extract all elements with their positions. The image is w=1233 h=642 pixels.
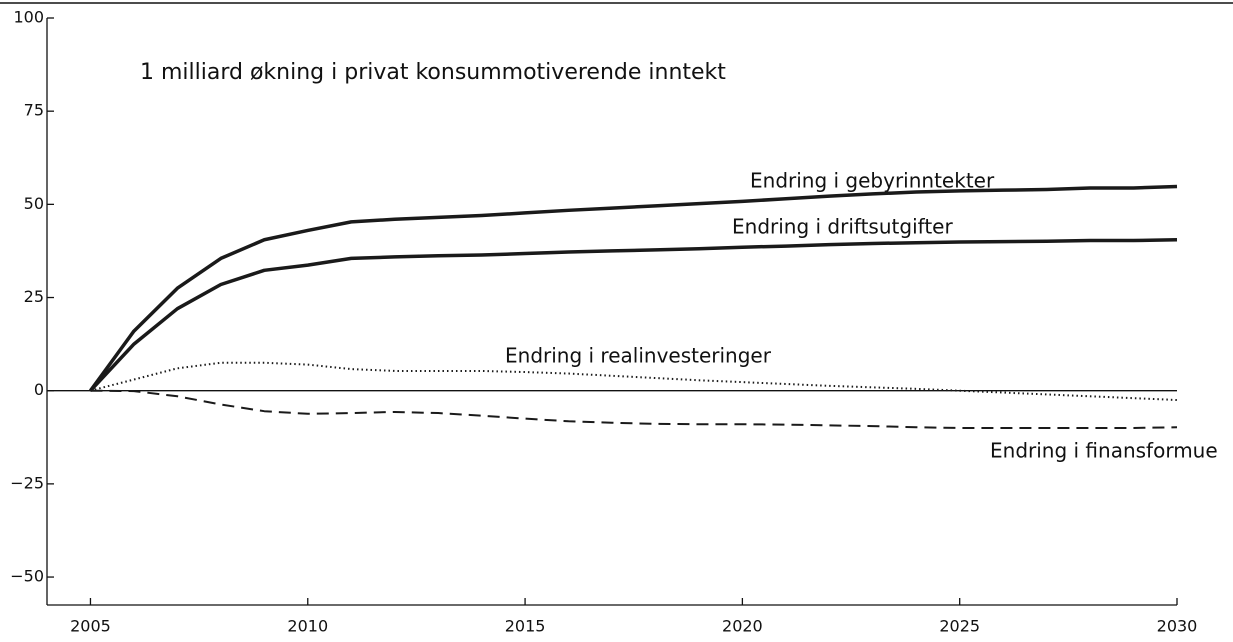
series-label: Endring i driftsutgifter: [732, 215, 953, 239]
series-label: Endring i finansformue: [990, 439, 1218, 463]
series-line: [89, 238, 1178, 392]
y-tick-label: −25: [10, 473, 44, 492]
y-tick-label: 100: [13, 8, 44, 27]
x-tick-label: 2030: [1157, 617, 1198, 636]
series-label: Endring i gebyrinntekter: [750, 169, 995, 193]
y-tick-label: −50: [10, 567, 44, 586]
y-tick-label: 25: [24, 287, 44, 306]
x-tick-label: 2020: [722, 617, 763, 636]
y-tick-label: 0: [34, 380, 44, 399]
x-tick-label: 2015: [505, 617, 546, 636]
series-label: Endring i realinvesteringer: [505, 344, 772, 368]
series-line: [90, 361, 1178, 402]
y-tick-label: 75: [24, 101, 44, 120]
x-tick-label: 2010: [287, 617, 328, 636]
y-tick-label: 50: [24, 194, 44, 213]
series-line: [89, 184, 1178, 392]
x-tick-label: 2025: [939, 617, 980, 636]
chart-title: 1 milliard økning i privat konsummotiver…: [140, 60, 726, 85]
x-tick-label: 2005: [70, 617, 111, 636]
series-line: [90, 389, 1178, 429]
